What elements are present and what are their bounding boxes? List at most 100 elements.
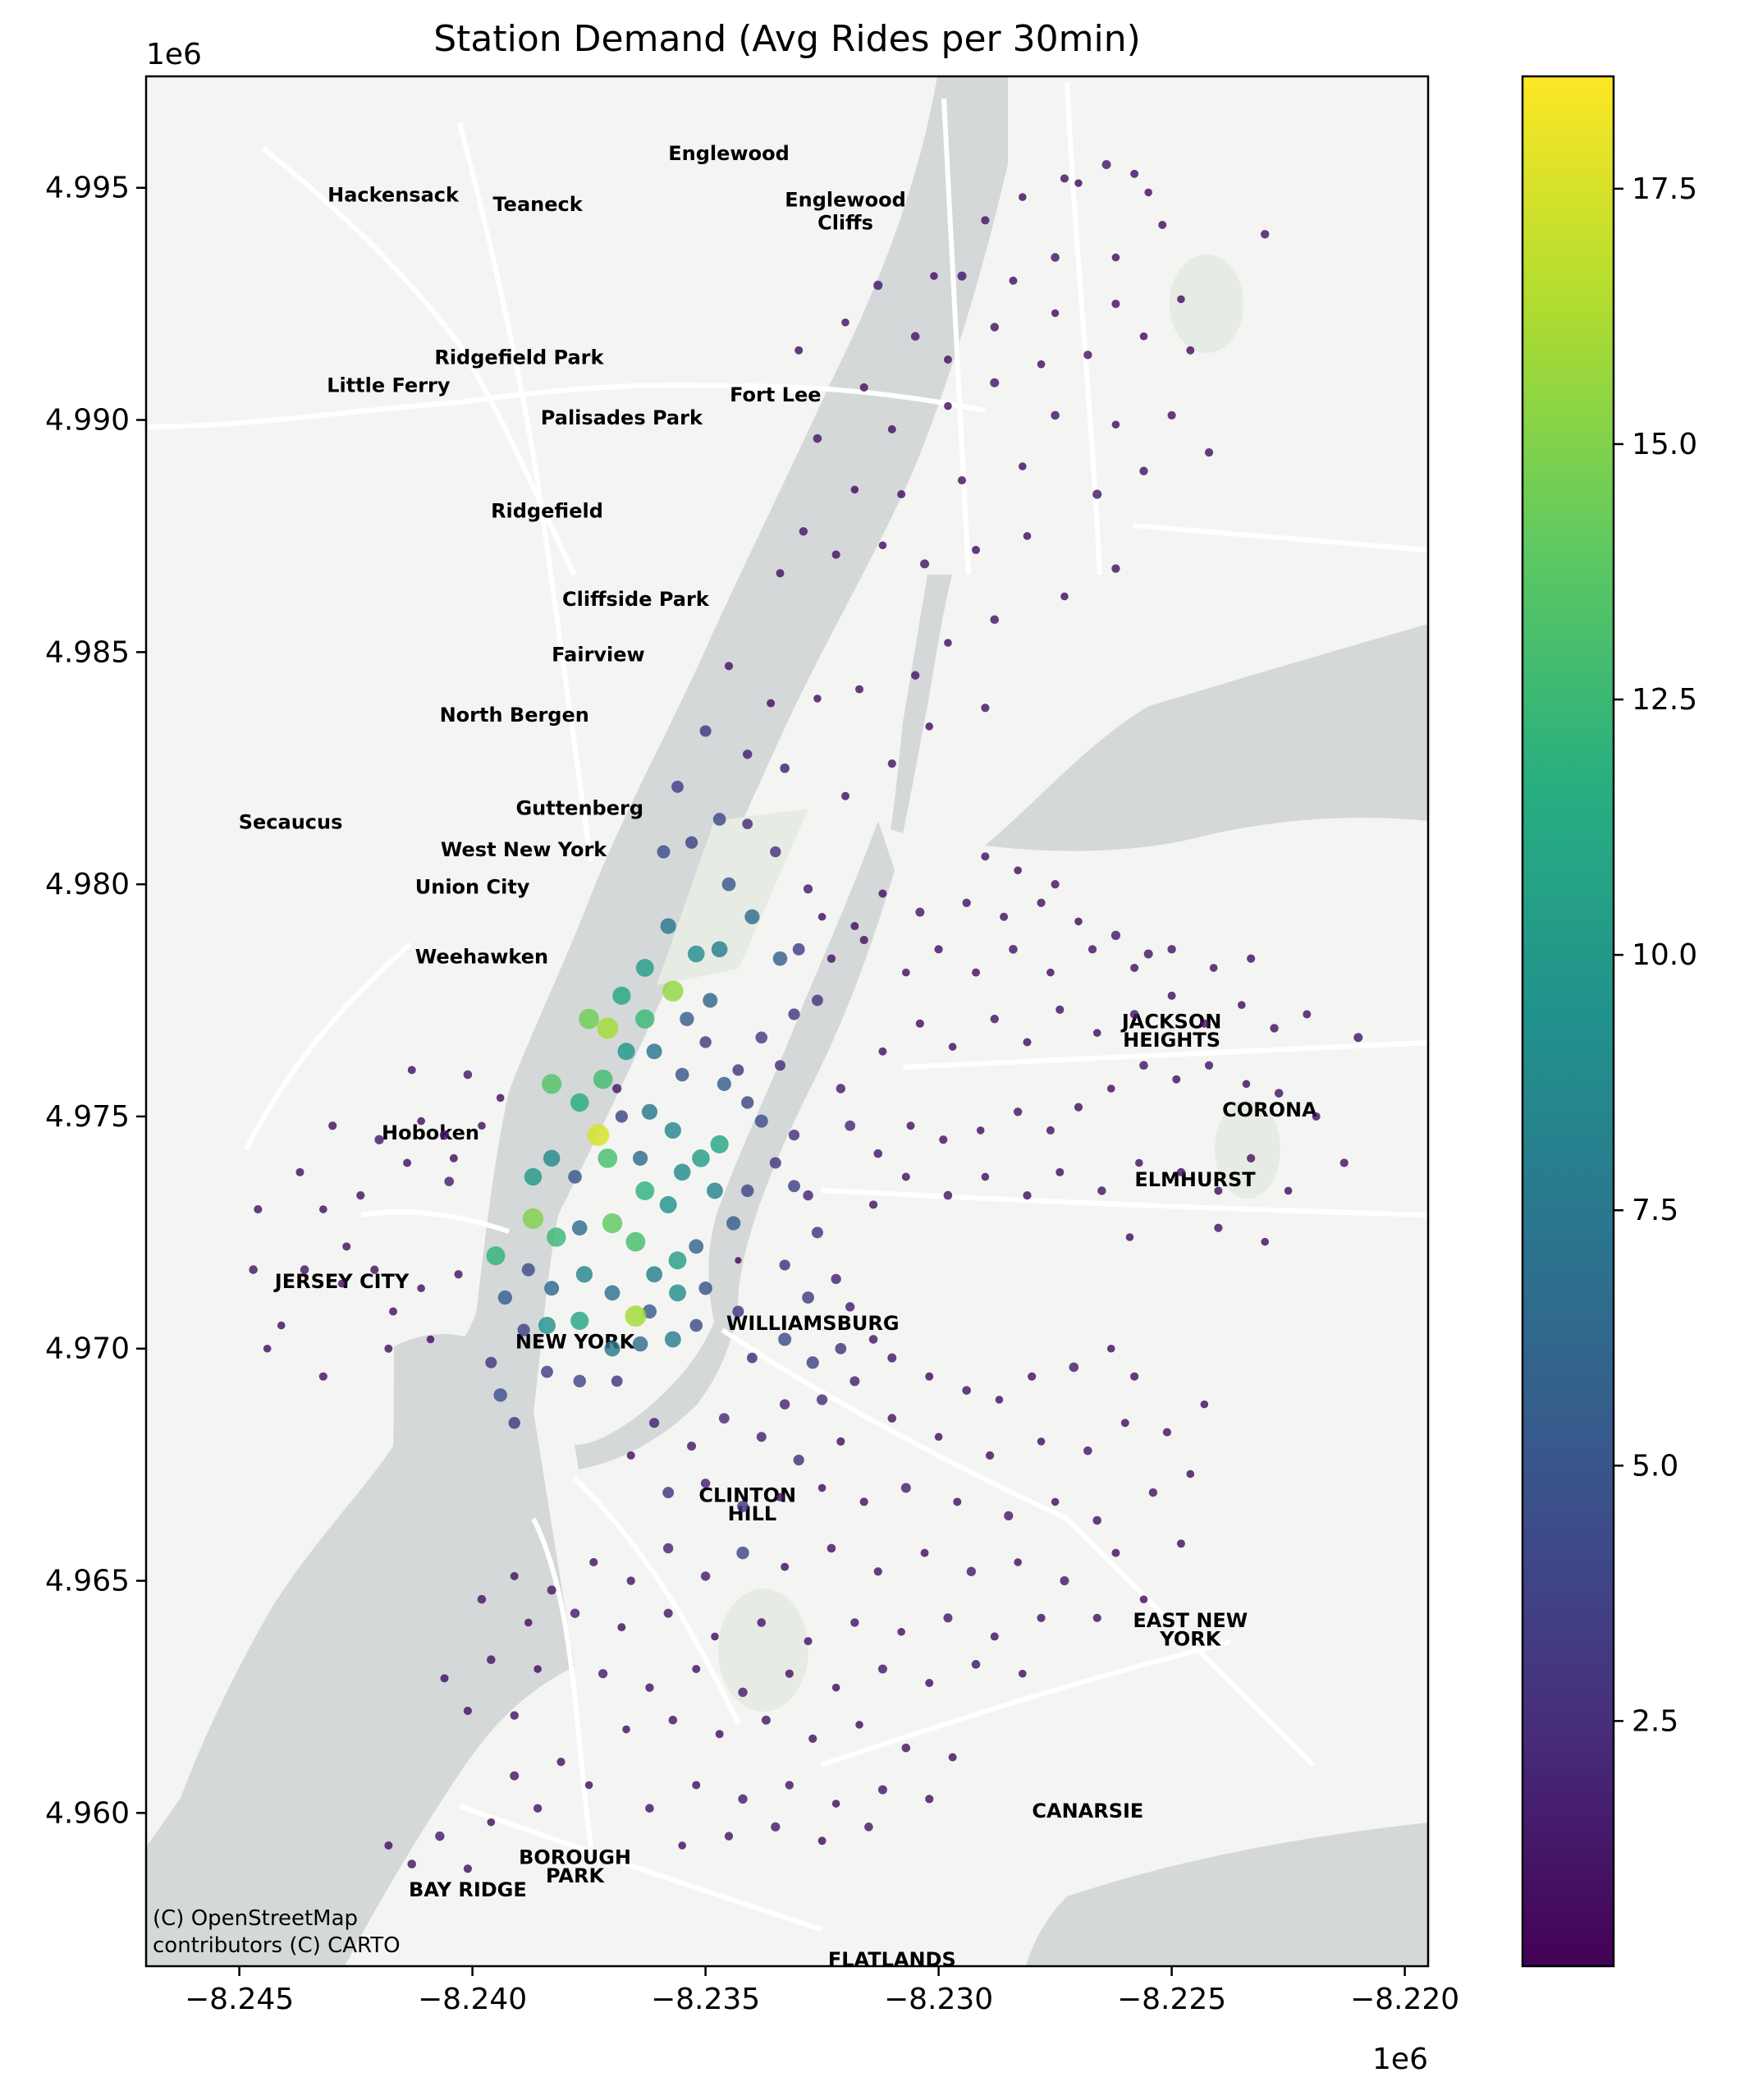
place-label: Union City	[415, 875, 530, 898]
station-point	[657, 845, 671, 859]
x-tick-label: −8.230	[884, 1983, 993, 2016]
station-point	[1143, 949, 1153, 959]
station-point	[1069, 1362, 1079, 1373]
station-point	[662, 1487, 675, 1498]
station-point	[813, 433, 822, 443]
colorbar-tick-label: 12.5	[1632, 683, 1697, 717]
station-point	[981, 852, 990, 861]
station-point	[1051, 309, 1060, 318]
station-point	[668, 1715, 678, 1725]
place-label: EAST NEW	[1133, 1609, 1248, 1632]
station-point	[831, 550, 840, 559]
colorbar-tick-label: 5.0	[1632, 1449, 1678, 1483]
station-point	[700, 1479, 711, 1488]
station-point	[925, 722, 934, 731]
station-point	[1092, 1515, 1102, 1525]
station-point	[646, 1043, 662, 1060]
station-point	[981, 1172, 990, 1181]
station-point	[878, 541, 887, 550]
station-point	[732, 1064, 744, 1076]
station-point	[1110, 930, 1121, 940]
station-point	[1060, 174, 1069, 183]
station-point	[855, 685, 864, 694]
station-point	[957, 475, 967, 485]
station-point	[831, 1683, 840, 1692]
station-point	[597, 1017, 619, 1039]
station-point	[1148, 1488, 1158, 1497]
station-point	[887, 1353, 897, 1363]
station-point	[743, 750, 753, 759]
station-point	[664, 1121, 681, 1139]
station-point	[1353, 1033, 1363, 1043]
station-point	[712, 813, 726, 826]
station-point	[1167, 945, 1176, 954]
station-point	[1247, 1153, 1256, 1162]
station-point	[598, 1669, 608, 1679]
station-point	[1167, 410, 1176, 420]
station-point	[877, 1785, 887, 1795]
place-label: Hackensack	[327, 184, 460, 207]
station-point	[625, 1305, 647, 1327]
prospect-park	[718, 1589, 808, 1712]
station-point	[920, 559, 930, 569]
flushing-park	[1215, 1100, 1280, 1199]
station-point	[1051, 880, 1060, 889]
station-point	[524, 1618, 533, 1627]
place-label: PARK	[546, 1864, 605, 1887]
station-point	[732, 1305, 744, 1318]
station-point	[859, 1497, 868, 1506]
station-point	[663, 1608, 673, 1618]
station-point	[741, 1184, 754, 1198]
colorbar-tick-label: 15.0	[1632, 428, 1697, 461]
station-point	[626, 1576, 635, 1585]
colorbar-tick-label: 10.0	[1632, 938, 1697, 972]
station-point	[649, 1418, 660, 1428]
station-point	[972, 968, 981, 977]
station-point	[1129, 1010, 1139, 1019]
station-point	[897, 490, 906, 499]
station-point	[836, 1084, 846, 1094]
station-point	[744, 909, 760, 924]
station-point	[508, 1417, 520, 1429]
station-point	[1135, 1158, 1143, 1167]
station-point	[673, 1163, 691, 1181]
station-point	[319, 1205, 327, 1213]
y-tick-label: 4.975	[45, 1100, 130, 1134]
station-point	[850, 922, 859, 931]
station-point	[1083, 351, 1092, 360]
station-point	[660, 918, 676, 934]
station-point	[318, 1372, 327, 1381]
place-label: Cliffs	[817, 212, 873, 235]
station-point	[517, 1323, 530, 1337]
y-axis: 4.960 4.965 4.970 4.975 4.980 4.985 4.990 4.995	[45, 172, 146, 1830]
place-label: Hoboken	[382, 1121, 479, 1144]
station-point	[943, 1613, 953, 1623]
station-point	[1200, 1019, 1209, 1028]
station-point	[1009, 945, 1018, 954]
station-point	[389, 1307, 398, 1316]
station-point	[990, 323, 999, 332]
station-point	[1046, 968, 1055, 977]
station-point	[845, 1120, 856, 1131]
station-point	[779, 1259, 790, 1271]
station-point	[788, 1129, 800, 1141]
station-point	[547, 1585, 556, 1595]
station-point	[925, 1678, 934, 1687]
y-tick-label: 4.970	[45, 1332, 130, 1366]
station-point	[887, 759, 896, 768]
station-point	[1051, 1497, 1060, 1506]
y-tick-label: 4.995	[45, 172, 130, 205]
station-point	[737, 1501, 749, 1513]
station-point	[985, 1451, 995, 1460]
station-point	[510, 1571, 519, 1580]
station-point	[1060, 592, 1069, 601]
station-point	[1051, 410, 1060, 420]
station-point	[780, 763, 790, 773]
station-point	[1101, 159, 1111, 169]
station-point	[699, 725, 712, 737]
station-point	[859, 935, 868, 945]
station-point	[295, 1167, 304, 1176]
station-point	[374, 1135, 384, 1144]
station-point	[948, 1043, 957, 1051]
station-point	[868, 1200, 878, 1209]
